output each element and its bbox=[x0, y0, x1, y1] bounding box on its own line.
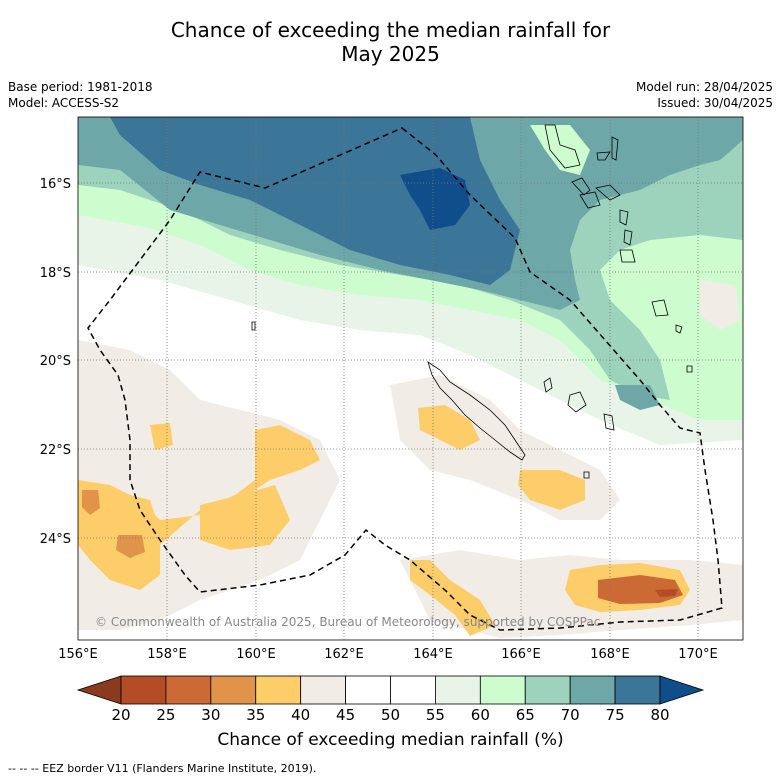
vanuatu-coast bbox=[544, 124, 581, 169]
lon-label-158e: 158°E bbox=[147, 647, 187, 662]
colorbar-tick-label: 40 bbox=[291, 706, 310, 724]
colorbar-swatch bbox=[390, 675, 436, 705]
lat-label-18s: 18°S bbox=[40, 266, 71, 281]
lat-label-24s: 24°S bbox=[40, 532, 71, 547]
colorbar-tick-label: 70 bbox=[561, 706, 580, 724]
colorbar-swatch bbox=[614, 675, 661, 705]
colorbar-tick-label: 50 bbox=[381, 706, 400, 724]
lon-label-162e: 162°E bbox=[324, 647, 364, 662]
colorbar-tick-label: 30 bbox=[201, 706, 220, 724]
lat-label-20s: 20°S bbox=[40, 354, 71, 369]
colorbar-title: Chance of exceeding median rainfall (%) bbox=[217, 730, 564, 750]
lon-label-160e: 160°E bbox=[236, 647, 276, 662]
colorbar-swatch bbox=[435, 675, 481, 705]
colorbar-swatch bbox=[210, 675, 257, 705]
colorbar-swatch bbox=[345, 675, 391, 705]
colorbar-tick-label: 55 bbox=[426, 706, 445, 724]
colorbar-tick-label: 75 bbox=[606, 706, 625, 724]
new-caledonia-coast bbox=[427, 361, 526, 461]
colorbar-extend-high bbox=[659, 675, 705, 705]
probability-fill-layer bbox=[78, 117, 743, 640]
colorbar-swatch bbox=[300, 675, 346, 705]
graticule bbox=[78, 117, 743, 640]
colorbar-tick-label: 35 bbox=[246, 706, 265, 724]
colorbar-swatch bbox=[569, 675, 616, 705]
eez-legend-note: -- -- -- EEZ border V11 (Flanders Marine… bbox=[8, 762, 317, 775]
colorbar-tick-label: 65 bbox=[516, 706, 535, 724]
meta-right: Model run: 28/04/2025 Issued: 30/04/2025 bbox=[636, 79, 773, 111]
colorbar-tick-label: 80 bbox=[650, 706, 669, 724]
base-period-label: Base period: 1981-2018 bbox=[8, 80, 153, 94]
lon-label-168e: 168°E bbox=[590, 647, 630, 662]
colorbar-swatch bbox=[120, 675, 167, 705]
lat-label-22s: 22°S bbox=[40, 443, 71, 458]
colorbar: 20 25 30 35 40 45 50 55 60 65 70 75 80 bbox=[76, 675, 705, 724]
lon-label-164e: 164°E bbox=[413, 647, 453, 662]
colorbar-tick-label: 20 bbox=[111, 706, 130, 724]
model-run-label: Model run: 28/04/2025 bbox=[635, 80, 773, 94]
title-line-1: Chance of exceeding the median rainfall … bbox=[170, 18, 611, 42]
lon-label-156e: 156°E bbox=[58, 647, 98, 662]
lat-label-16s: 16°S bbox=[40, 177, 71, 192]
colorbar-tick-label: 45 bbox=[336, 706, 355, 724]
model-label: Model: ACCESS-S2 bbox=[8, 96, 120, 110]
lon-label-170e: 170°E bbox=[678, 647, 718, 662]
colorbar-tick-label: 25 bbox=[156, 706, 175, 724]
copyright-text: © Commonwealth of Australia 2025, Bureau… bbox=[95, 615, 600, 629]
colorbar-swatch bbox=[165, 675, 212, 705]
title-line-2: May 2025 bbox=[341, 42, 440, 66]
coastlines bbox=[251, 124, 693, 479]
lon-label-166e: 166°E bbox=[501, 647, 541, 662]
colorbar-tick-label: 60 bbox=[471, 706, 490, 724]
colorbar-extend-low bbox=[76, 675, 122, 705]
eez-border bbox=[87, 127, 723, 631]
colorbar-swatch bbox=[524, 675, 571, 705]
map-frame bbox=[77, 116, 744, 641]
issued-label: Issued: 30/04/2025 bbox=[657, 96, 773, 110]
chart-title: Chance of exceeding the median rainfall … bbox=[0, 18, 781, 66]
meta-left: Base period: 1981-2018 Model: ACCESS-S2 bbox=[8, 79, 153, 111]
colorbar-swatch bbox=[255, 675, 302, 705]
colorbar-swatch bbox=[479, 675, 526, 705]
